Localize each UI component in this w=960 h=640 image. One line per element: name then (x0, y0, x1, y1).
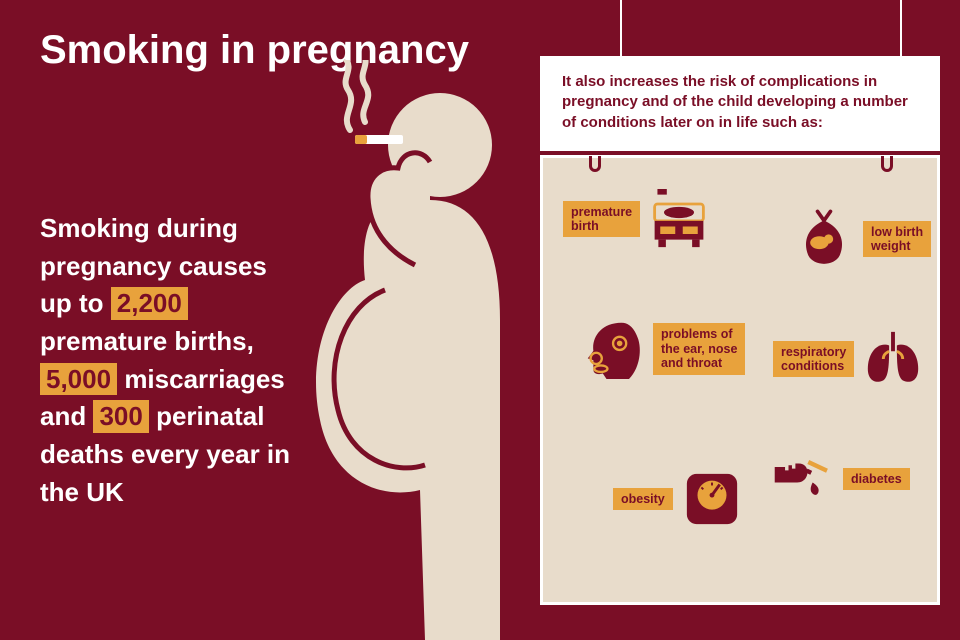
stat-perinatal-count: 300 (93, 400, 148, 433)
finger-prick-icon (773, 448, 835, 510)
panel-hanger (620, 0, 622, 56)
stat-upto: up to (40, 288, 104, 318)
stat-and: and (40, 401, 86, 431)
risk-diabetes: diabetes (773, 448, 910, 510)
stat-miscarriages-count: 5,000 (40, 363, 117, 396)
lungs-icon (862, 328, 924, 390)
incubator-icon (648, 188, 710, 250)
risk-label: respiratoryconditions (773, 341, 854, 378)
risk-obesity: obesity (613, 468, 743, 530)
head-profile-icon (583, 318, 645, 380)
stat-line1: Smoking during pregnancy causes (40, 213, 267, 281)
risk-label: obesity (613, 488, 673, 510)
baby-sack-icon (793, 208, 855, 270)
risk-low-birth-weight: low birthweight (793, 208, 931, 270)
panel-header-text: It also increases the risk of complicati… (562, 73, 908, 131)
risk-ear-nose-throat: problems ofthe ear, noseand throat (583, 318, 745, 380)
pregnant-figure-icon (310, 60, 540, 640)
stat-text: Smoking during pregnancy causes up to 2,… (40, 210, 320, 512)
risk-label: problems ofthe ear, noseand throat (653, 323, 745, 374)
risk-label: low birthweight (863, 221, 931, 258)
panel-body: prematurebirth (540, 155, 940, 605)
risk-respiratory: respiratoryconditions (773, 328, 924, 390)
scale-icon (681, 468, 743, 530)
risk-label: prematurebirth (563, 201, 640, 238)
stat-premature-count: 2,200 (111, 287, 188, 320)
stat-miscarriages-word: miscarriages (124, 364, 284, 394)
clip-icon (881, 156, 893, 172)
panel-hanger (900, 0, 902, 56)
risk-label: diabetes (843, 468, 910, 490)
clip-icon (589, 156, 601, 172)
stat-premature-suffix: premature births, (40, 326, 254, 356)
infographic-canvas: Smoking in pregnancy Smoking during preg… (0, 0, 960, 640)
risk-premature-birth: prematurebirth (563, 188, 710, 250)
panel-header: It also increases the risk of complicati… (540, 56, 940, 151)
